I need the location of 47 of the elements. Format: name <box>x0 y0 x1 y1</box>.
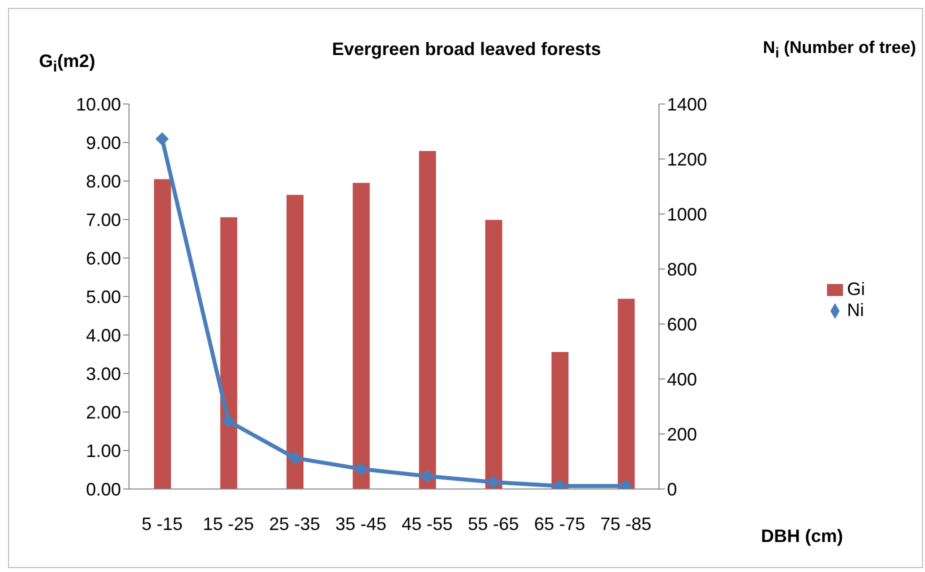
y-tick-label: 3.00 <box>86 364 121 384</box>
bar <box>419 150 436 489</box>
point <box>156 132 169 146</box>
y-tick-label: 1.00 <box>86 440 121 461</box>
y-tick-label: 2.00 <box>86 402 121 422</box>
bar <box>352 182 370 489</box>
y-tick-label: 9.00 <box>86 132 121 153</box>
x-tick-label: 25 -35 <box>269 514 320 534</box>
point <box>288 451 302 464</box>
y2-tick-label: 800 <box>667 259 698 280</box>
y-tick-label: 0.00 <box>86 479 121 500</box>
y-tick-label: 4.00 <box>86 325 121 346</box>
bar <box>485 220 502 489</box>
x-tick-label: 75 -85 <box>600 514 652 534</box>
legend-label: Ni <box>847 300 864 320</box>
y-tick-label: 7.00 <box>86 210 121 230</box>
point <box>354 462 368 476</box>
y2-tick-label: 0 <box>667 479 678 500</box>
y2-tick-label: 200 <box>667 424 698 444</box>
y-axis-title: G$_{i}$(m2) <box>39 51 96 76</box>
x-tick-label: 45 -55 <box>402 514 453 534</box>
x-axis-title: DBH (cm) <box>761 526 844 547</box>
bar <box>286 194 304 489</box>
x-tick-label: 65 -75 <box>534 514 586 534</box>
x-tick-label: 35 -45 <box>335 514 386 534</box>
bar <box>618 298 635 489</box>
y-tick-label: 10.00 <box>76 94 121 114</box>
point <box>486 476 500 489</box>
legend-label: Gi <box>847 279 865 299</box>
y2-tick-label: 1200 <box>667 149 708 170</box>
chart-title: Evergreen broad leaved forests <box>332 39 602 59</box>
bar <box>220 217 238 489</box>
bar <box>552 352 568 489</box>
x-tick-label: 15 -25 <box>202 514 254 534</box>
point <box>222 414 235 428</box>
x-tick-label: 5 -15 <box>142 514 183 534</box>
y2-tick-label: 600 <box>667 314 698 334</box>
y-tick-label: 6.00 <box>86 248 121 268</box>
x-tick-label: 55 -65 <box>468 514 519 534</box>
y2-tick-label: 1400 <box>667 94 708 114</box>
y-tick-label: 5.00 <box>86 286 121 307</box>
y2-axis-title: N$_{i}$ (Number of tree) <box>762 37 918 64</box>
y-tick-label: 8.00 <box>86 171 121 192</box>
y2-tick-label: 1000 <box>667 204 708 224</box>
y2-tick-label: 400 <box>667 369 698 390</box>
bar <box>154 179 171 489</box>
point <box>420 470 434 483</box>
